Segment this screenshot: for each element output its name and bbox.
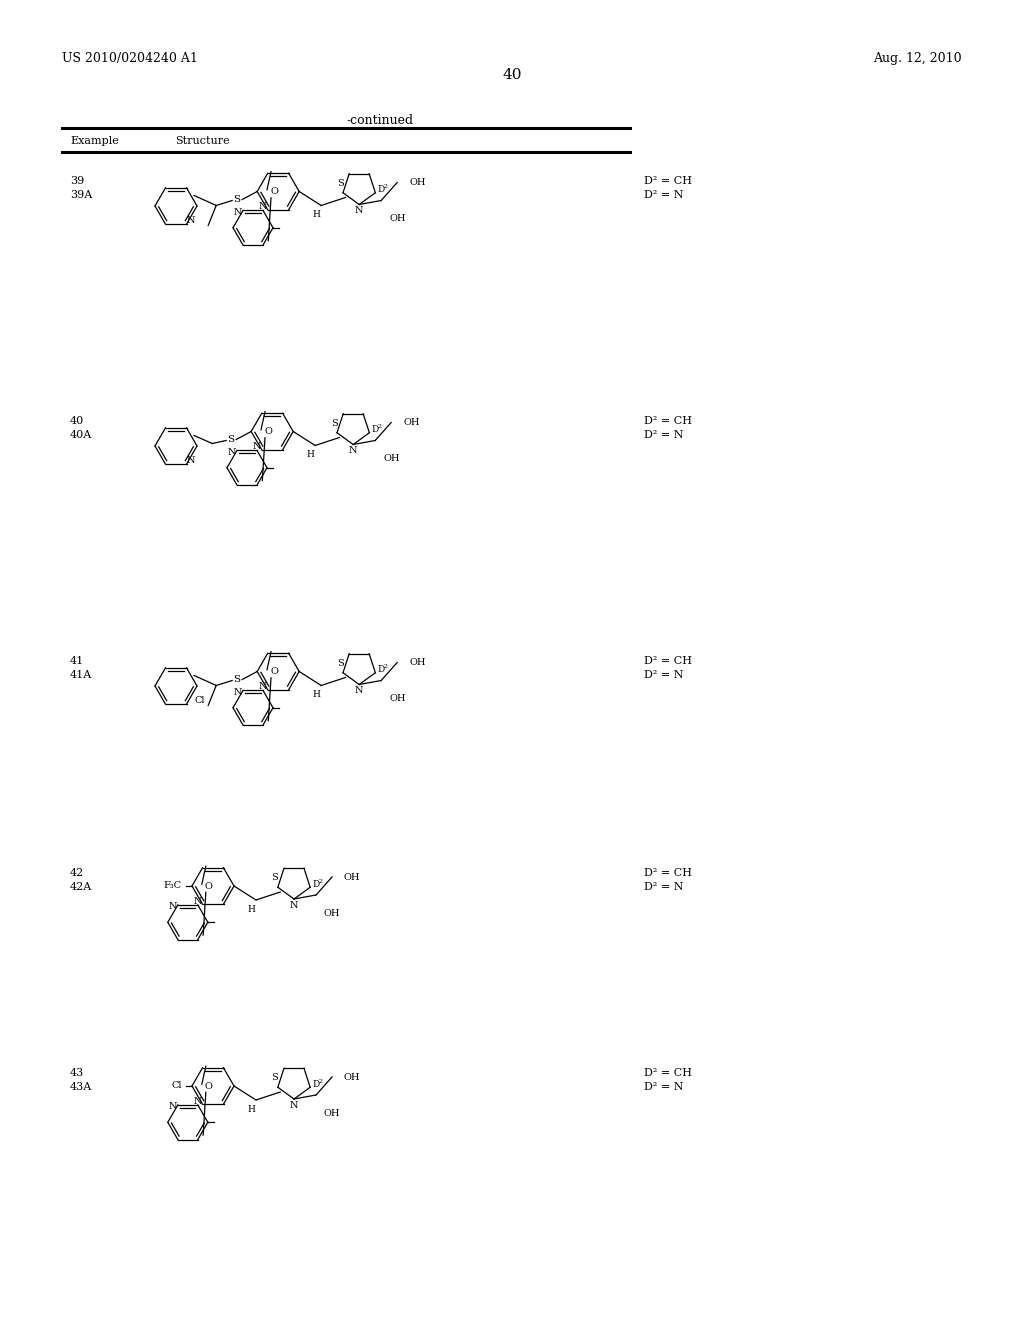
Text: D² = N: D² = N bbox=[644, 882, 683, 892]
Text: OH: OH bbox=[389, 214, 406, 223]
Text: N: N bbox=[194, 1097, 202, 1106]
Text: S: S bbox=[331, 418, 338, 428]
Text: S: S bbox=[271, 874, 279, 882]
Text: H: H bbox=[247, 1105, 255, 1114]
Text: Structure: Structure bbox=[175, 136, 229, 147]
Text: N: N bbox=[355, 206, 364, 215]
Text: 2: 2 bbox=[318, 1078, 323, 1084]
Text: OH: OH bbox=[344, 1072, 360, 1081]
Text: OH: OH bbox=[383, 454, 399, 463]
Text: D: D bbox=[372, 425, 379, 434]
Text: 2: 2 bbox=[384, 664, 388, 669]
Text: F₃C: F₃C bbox=[164, 882, 182, 891]
Text: D: D bbox=[378, 185, 385, 194]
Text: D² = N: D² = N bbox=[644, 671, 683, 680]
Text: D² = CH: D² = CH bbox=[644, 416, 692, 426]
Text: N: N bbox=[233, 688, 243, 697]
Text: 2: 2 bbox=[378, 424, 382, 429]
Text: 43: 43 bbox=[70, 1068, 84, 1078]
Text: N: N bbox=[258, 682, 267, 692]
Text: D² = N: D² = N bbox=[644, 1082, 683, 1092]
Text: N: N bbox=[290, 900, 298, 909]
Text: N: N bbox=[227, 447, 237, 457]
Text: 40: 40 bbox=[70, 416, 84, 426]
Text: N: N bbox=[169, 903, 177, 911]
Text: S: S bbox=[271, 1073, 279, 1082]
Text: Example: Example bbox=[70, 136, 119, 147]
Text: S: S bbox=[227, 436, 234, 444]
Text: 41: 41 bbox=[70, 656, 84, 667]
Text: OH: OH bbox=[324, 1109, 341, 1118]
Text: 40A: 40A bbox=[70, 430, 92, 440]
Text: D: D bbox=[378, 665, 385, 675]
Text: Cl: Cl bbox=[195, 696, 205, 705]
Text: S: S bbox=[233, 195, 241, 205]
Text: N: N bbox=[169, 1102, 177, 1111]
Text: OH: OH bbox=[344, 873, 360, 882]
Text: N: N bbox=[233, 209, 243, 216]
Text: N: N bbox=[349, 446, 357, 455]
Text: N: N bbox=[290, 1101, 298, 1110]
Text: D² = CH: D² = CH bbox=[644, 176, 692, 186]
Text: 2: 2 bbox=[318, 879, 323, 884]
Text: 41A: 41A bbox=[70, 671, 92, 680]
Text: 42: 42 bbox=[70, 869, 84, 878]
Text: O: O bbox=[270, 668, 278, 676]
Text: OH: OH bbox=[410, 178, 426, 187]
Text: D² = CH: D² = CH bbox=[644, 869, 692, 878]
Text: O: O bbox=[205, 882, 213, 891]
Text: D² = N: D² = N bbox=[644, 430, 683, 440]
Text: H: H bbox=[306, 450, 314, 459]
Text: 40: 40 bbox=[502, 69, 522, 82]
Text: N: N bbox=[186, 455, 195, 465]
Text: N: N bbox=[186, 215, 195, 224]
Text: D: D bbox=[312, 1080, 319, 1089]
Text: D² = CH: D² = CH bbox=[644, 1068, 692, 1078]
Text: N: N bbox=[194, 896, 202, 906]
Text: D² = CH: D² = CH bbox=[644, 656, 692, 667]
Text: US 2010/0204240 A1: US 2010/0204240 A1 bbox=[62, 51, 198, 65]
Text: Cl: Cl bbox=[171, 1081, 182, 1090]
Text: OH: OH bbox=[324, 908, 341, 917]
Text: OH: OH bbox=[389, 694, 406, 704]
Text: 43A: 43A bbox=[70, 1082, 92, 1092]
Text: N: N bbox=[253, 442, 261, 451]
Text: S: S bbox=[233, 675, 241, 684]
Text: H: H bbox=[247, 904, 255, 913]
Text: 42A: 42A bbox=[70, 882, 92, 892]
Text: N: N bbox=[258, 202, 267, 211]
Text: OH: OH bbox=[403, 418, 420, 426]
Text: -continued: -continued bbox=[346, 114, 414, 127]
Text: 39A: 39A bbox=[70, 190, 92, 201]
Text: OH: OH bbox=[410, 657, 426, 667]
Text: D² = N: D² = N bbox=[644, 190, 683, 201]
Text: N: N bbox=[355, 686, 364, 696]
Text: O: O bbox=[205, 1082, 213, 1090]
Text: H: H bbox=[312, 210, 321, 219]
Text: Aug. 12, 2010: Aug. 12, 2010 bbox=[873, 51, 962, 65]
Text: D: D bbox=[312, 879, 319, 888]
Text: O: O bbox=[270, 187, 278, 197]
Text: S: S bbox=[337, 659, 343, 668]
Text: O: O bbox=[264, 428, 272, 437]
Text: 39: 39 bbox=[70, 176, 84, 186]
Text: H: H bbox=[312, 690, 321, 700]
Text: 2: 2 bbox=[384, 185, 388, 189]
Text: S: S bbox=[337, 178, 343, 187]
